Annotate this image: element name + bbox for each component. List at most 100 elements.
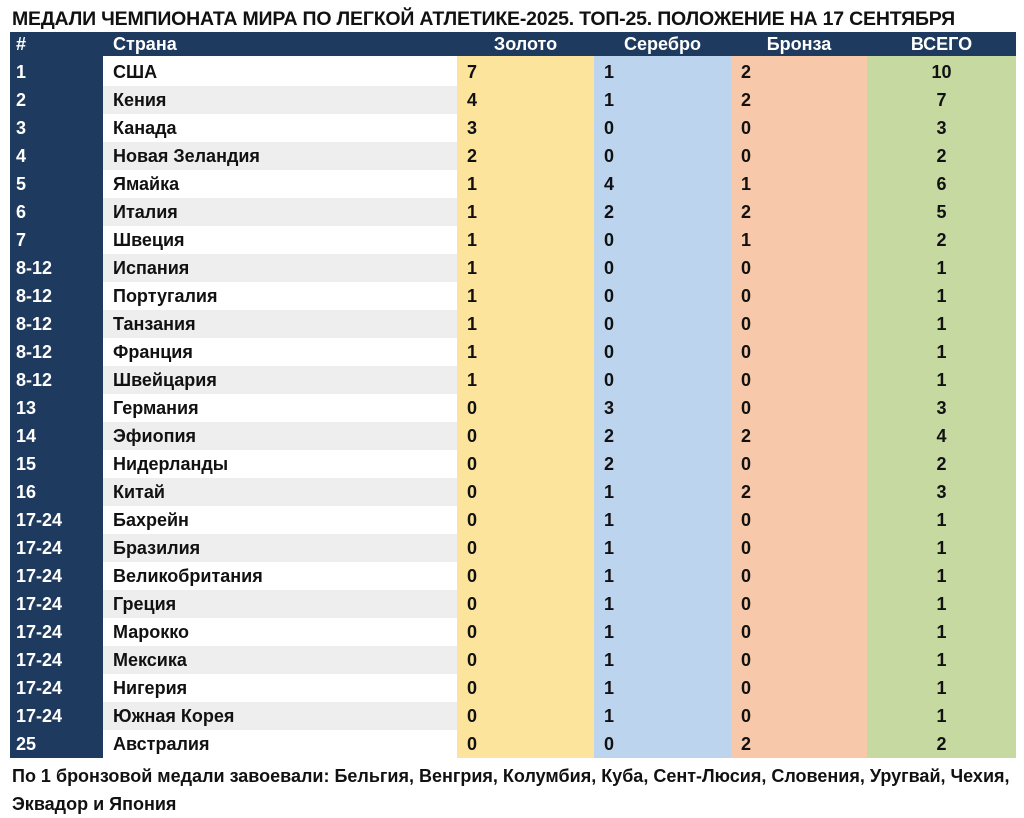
cell-total: 1 — [936, 342, 947, 362]
cell-bronze: 2 — [741, 202, 752, 222]
cell-silver: 1 — [604, 594, 615, 614]
cell-silver: 1 — [604, 622, 615, 642]
cell-total: 5 — [936, 202, 947, 222]
cell-country: Испания — [103, 254, 457, 282]
cell-gold: 0 — [467, 426, 478, 446]
cell-silver: 0 — [604, 286, 615, 306]
cell-bronze: 0 — [741, 678, 752, 698]
cell-bronze: 0 — [741, 118, 752, 138]
cell-total: 1 — [936, 594, 947, 614]
cell-gold: 0 — [467, 734, 478, 754]
cell-total: 1 — [936, 706, 947, 726]
cell-country: Бразилия — [103, 534, 457, 562]
cell-bronze: 0 — [741, 146, 752, 166]
header-bronze: Бронза — [731, 32, 867, 56]
cell-total: 7 — [936, 90, 947, 110]
cell-rank: 7 — [16, 230, 27, 250]
cell-gold: 0 — [467, 706, 478, 726]
cell-gold: 1 — [467, 174, 478, 194]
cell-rank: 17-24 — [16, 650, 63, 670]
cell-bronze: 0 — [741, 650, 752, 670]
cell-gold: 1 — [467, 314, 478, 334]
cell-rank: 14 — [16, 426, 37, 446]
cell-country: Ямайка — [103, 170, 457, 198]
cell-bronze: 0 — [741, 342, 752, 362]
cell-country: Италия — [103, 198, 457, 226]
cell-bronze: 0 — [741, 314, 752, 334]
cell-bronze: 1 — [741, 174, 752, 194]
rank-column-band — [10, 56, 103, 758]
cell-country: Швеция — [103, 226, 457, 254]
table-title: МЕДАЛИ ЧЕМПИОНАТА МИРА ПО ЛЕГКОЙ АТЛЕТИК… — [12, 8, 955, 30]
cell-bronze: 2 — [741, 426, 752, 446]
cell-silver: 0 — [604, 314, 615, 334]
cell-bronze: 0 — [741, 286, 752, 306]
cell-country: Канада — [103, 114, 457, 142]
cell-gold: 0 — [467, 566, 478, 586]
cell-total: 4 — [936, 426, 947, 446]
cell-gold: 0 — [467, 482, 478, 502]
footnote: По 1 бронзовой медали завоевали: Бельгия… — [12, 766, 1010, 814]
cell-country: США — [103, 58, 457, 86]
cell-bronze: 2 — [741, 482, 752, 502]
cell-total: 1 — [936, 650, 947, 670]
cell-country: Нидерланды — [103, 450, 457, 478]
cell-gold: 7 — [467, 62, 478, 82]
cell-rank: 13 — [16, 398, 37, 418]
cell-bronze: 2 — [741, 734, 752, 754]
cell-silver: 2 — [604, 426, 615, 446]
cell-rank: 17-24 — [16, 538, 63, 558]
cell-total: 1 — [936, 314, 947, 334]
cell-gold: 0 — [467, 398, 478, 418]
cell-country: Китай — [103, 478, 457, 506]
cell-silver: 2 — [604, 454, 615, 474]
cell-total: 6 — [936, 174, 947, 194]
cell-silver: 1 — [604, 482, 615, 502]
cell-bronze: 0 — [741, 510, 752, 530]
cell-country: Мексика — [103, 646, 457, 674]
cell-rank: 2 — [16, 90, 27, 110]
cell-gold: 1 — [467, 286, 478, 306]
cell-rank: 8-12 — [16, 286, 53, 306]
cell-silver: 1 — [604, 706, 615, 726]
cell-rank: 5 — [16, 174, 27, 194]
cell-silver: 1 — [604, 538, 615, 558]
cell-bronze: 0 — [741, 258, 752, 278]
cell-country: Кения — [103, 86, 457, 114]
cell-total: 2 — [936, 454, 947, 474]
cell-gold: 0 — [467, 454, 478, 474]
cell-country: Южная Корея — [103, 702, 457, 730]
cell-country: Бахрейн — [103, 506, 457, 534]
cell-bronze: 2 — [741, 90, 752, 110]
cell-total: 1 — [936, 622, 947, 642]
cell-rank: 8-12 — [16, 314, 53, 334]
cell-silver: 1 — [604, 90, 615, 110]
cell-gold: 1 — [467, 370, 478, 390]
cell-total: 1 — [936, 258, 947, 278]
cell-country: Португалия — [103, 282, 457, 310]
cell-gold: 1 — [467, 202, 478, 222]
cell-gold: 0 — [467, 678, 478, 698]
cell-total: 1 — [936, 370, 947, 390]
cell-silver: 0 — [604, 370, 615, 390]
silver-column-band — [594, 56, 731, 758]
cell-bronze: 0 — [741, 538, 752, 558]
cell-rank: 3 — [16, 118, 27, 138]
cell-gold: 0 — [467, 622, 478, 642]
cell-rank: 17-24 — [16, 566, 63, 586]
cell-total: 1 — [936, 566, 947, 586]
cell-gold: 4 — [467, 90, 478, 110]
cell-rank: 8-12 — [16, 258, 53, 278]
cell-bronze: 0 — [741, 454, 752, 474]
cell-country: Греция — [103, 590, 457, 618]
cell-bronze: 1 — [741, 230, 752, 250]
header-rank: # — [10, 32, 103, 56]
header-total: ВСЕГО — [867, 32, 1016, 56]
cell-total: 3 — [936, 118, 947, 138]
header-country: Страна — [103, 32, 457, 56]
cell-rank: 8-12 — [16, 342, 53, 362]
medal-table: # Страна Золото Серебро Бронза ВСЕГО 1 США 7 1 2 10… — [10, 32, 1016, 758]
cell-gold: 3 — [467, 118, 478, 138]
cell-country: Австралия — [103, 730, 457, 758]
cell-total: 3 — [936, 482, 947, 502]
